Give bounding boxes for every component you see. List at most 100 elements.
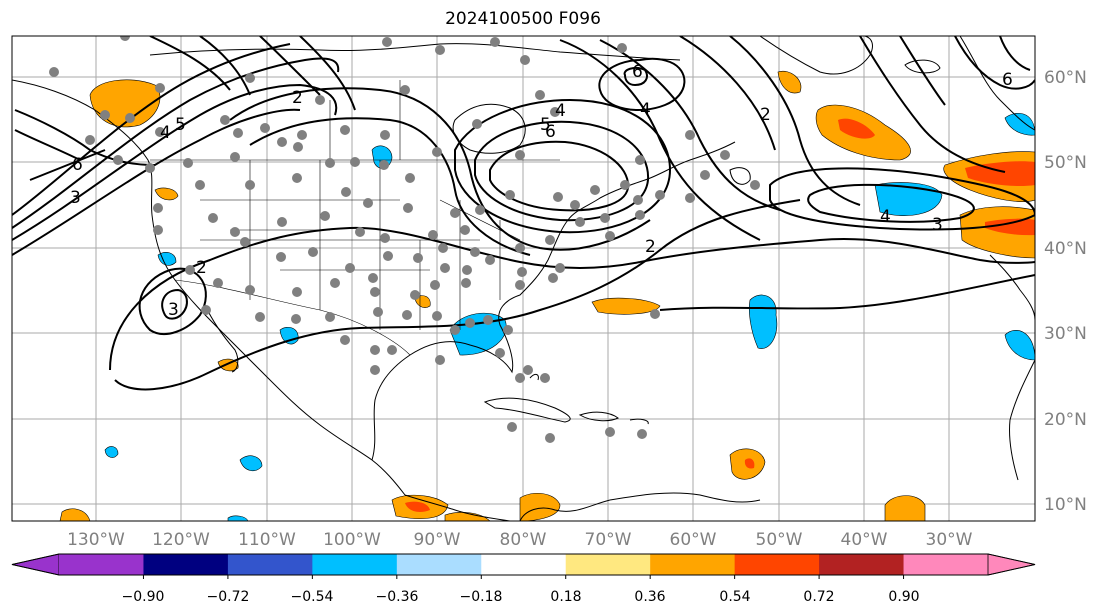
lon-label: 50°W	[756, 530, 803, 550]
station-dot	[315, 95, 325, 105]
contour-label: 2	[645, 237, 656, 257]
station-dot	[155, 83, 165, 93]
lat-label: 50°N	[1044, 153, 1087, 173]
station-dot	[382, 37, 392, 47]
station-dot	[485, 255, 495, 265]
colorbar	[11, 553, 1036, 579]
colorbar-swatch	[565, 554, 651, 575]
station-dot	[208, 213, 218, 223]
station-dot	[245, 180, 255, 190]
station-dot	[233, 128, 243, 138]
negative-anomaly-pacific-1	[239, 455, 263, 472]
station-dot	[308, 247, 318, 257]
station-dot	[201, 305, 211, 315]
contour-label: 6	[72, 155, 83, 175]
lon-label: 70°W	[585, 530, 632, 550]
strong-anomaly-east-atlantic	[965, 161, 1035, 187]
station-dot	[330, 278, 340, 288]
station-dot	[635, 155, 645, 165]
station-dot	[400, 85, 410, 95]
contour-label: 3	[932, 215, 943, 235]
station-dot	[245, 285, 255, 295]
station-dot	[495, 348, 505, 358]
contour-label-layer: 2 2 2 2 3 3 3 4 4 4 4 5 5 6 6 6 6	[70, 62, 1013, 320]
strong-anomaly-central-america	[405, 501, 430, 512]
station-dot	[113, 155, 123, 165]
station-dot	[413, 253, 423, 263]
colorbar-swatch	[312, 554, 398, 575]
station-dot	[470, 247, 480, 257]
negative-anomaly-california	[157, 252, 177, 266]
lon-label: 80°W	[500, 530, 547, 550]
positive-anomaly-west-africa	[884, 495, 926, 521]
station-dot	[255, 312, 265, 322]
station-dot	[85, 135, 95, 145]
station-dot	[515, 150, 525, 160]
colorbar-tick-label: 0.54	[719, 589, 750, 605]
station-dot	[461, 278, 471, 288]
lon-label: 130°W	[67, 530, 125, 550]
colorbar-tick-label: −0.54	[291, 589, 334, 605]
colorbar-swatch	[227, 554, 313, 575]
station-dot	[590, 185, 600, 195]
station-dot	[320, 211, 330, 221]
station-dot	[387, 345, 397, 355]
lon-label: 60°W	[670, 530, 717, 550]
station-dot	[240, 237, 250, 247]
colorbar-tick-label: 0.18	[550, 589, 581, 605]
station-dot	[540, 373, 550, 383]
station-dot	[462, 265, 472, 275]
station-dot	[503, 325, 513, 335]
lon-label: 40°W	[841, 530, 888, 550]
station-dot	[432, 311, 442, 321]
contour-label: 5	[540, 115, 551, 135]
contour-label: 4	[640, 100, 651, 120]
station-dot	[600, 213, 610, 223]
colorbar-swatch	[650, 554, 736, 575]
station-dot	[545, 235, 555, 245]
lon-label: 120°W	[152, 530, 210, 550]
station-dot	[450, 208, 460, 218]
station-dot	[520, 55, 530, 65]
station-dot	[403, 203, 413, 213]
latitude-labels: 60°N 50°N 40°N 30°N 20°N 10°N	[1044, 68, 1087, 515]
station-dot	[341, 187, 351, 197]
station-dot	[507, 422, 517, 432]
station-dot	[575, 217, 585, 227]
station-dot	[655, 190, 665, 200]
station-dot	[700, 170, 710, 180]
station-dot	[548, 273, 558, 283]
station-dot	[490, 37, 500, 47]
station-dot	[410, 290, 420, 300]
contour-label: 3	[168, 300, 179, 320]
station-dot	[153, 225, 163, 235]
station-dot	[650, 309, 660, 319]
contour-label: 4	[160, 123, 171, 143]
station-dot	[637, 429, 647, 439]
station-dot	[49, 67, 59, 77]
station-dot	[402, 310, 412, 320]
colorbar-swatch	[59, 554, 144, 575]
station-dot	[620, 180, 630, 190]
station-dot	[405, 173, 415, 183]
station-dots	[49, 36, 760, 443]
station-dot	[553, 192, 563, 202]
station-dot	[517, 267, 527, 277]
positive-anomaly-pacific	[154, 187, 179, 201]
station-dot	[340, 335, 350, 345]
station-dot	[293, 142, 303, 152]
positive-anomaly-pacific-south	[444, 512, 491, 521]
strong-anomaly-iberia	[985, 218, 1035, 236]
station-dot	[570, 200, 580, 210]
station-dot	[515, 243, 525, 253]
lon-label: 110°W	[238, 530, 296, 550]
map-title: 2024100500 F096	[445, 9, 601, 29]
lon-label: 100°W	[323, 530, 381, 550]
colorbar-swatch	[903, 554, 989, 575]
station-dot	[515, 373, 525, 383]
contour-label: 3	[70, 188, 81, 208]
station-dot	[438, 243, 448, 253]
station-dot	[297, 130, 307, 140]
station-dot	[379, 160, 389, 170]
station-dot	[370, 287, 380, 297]
